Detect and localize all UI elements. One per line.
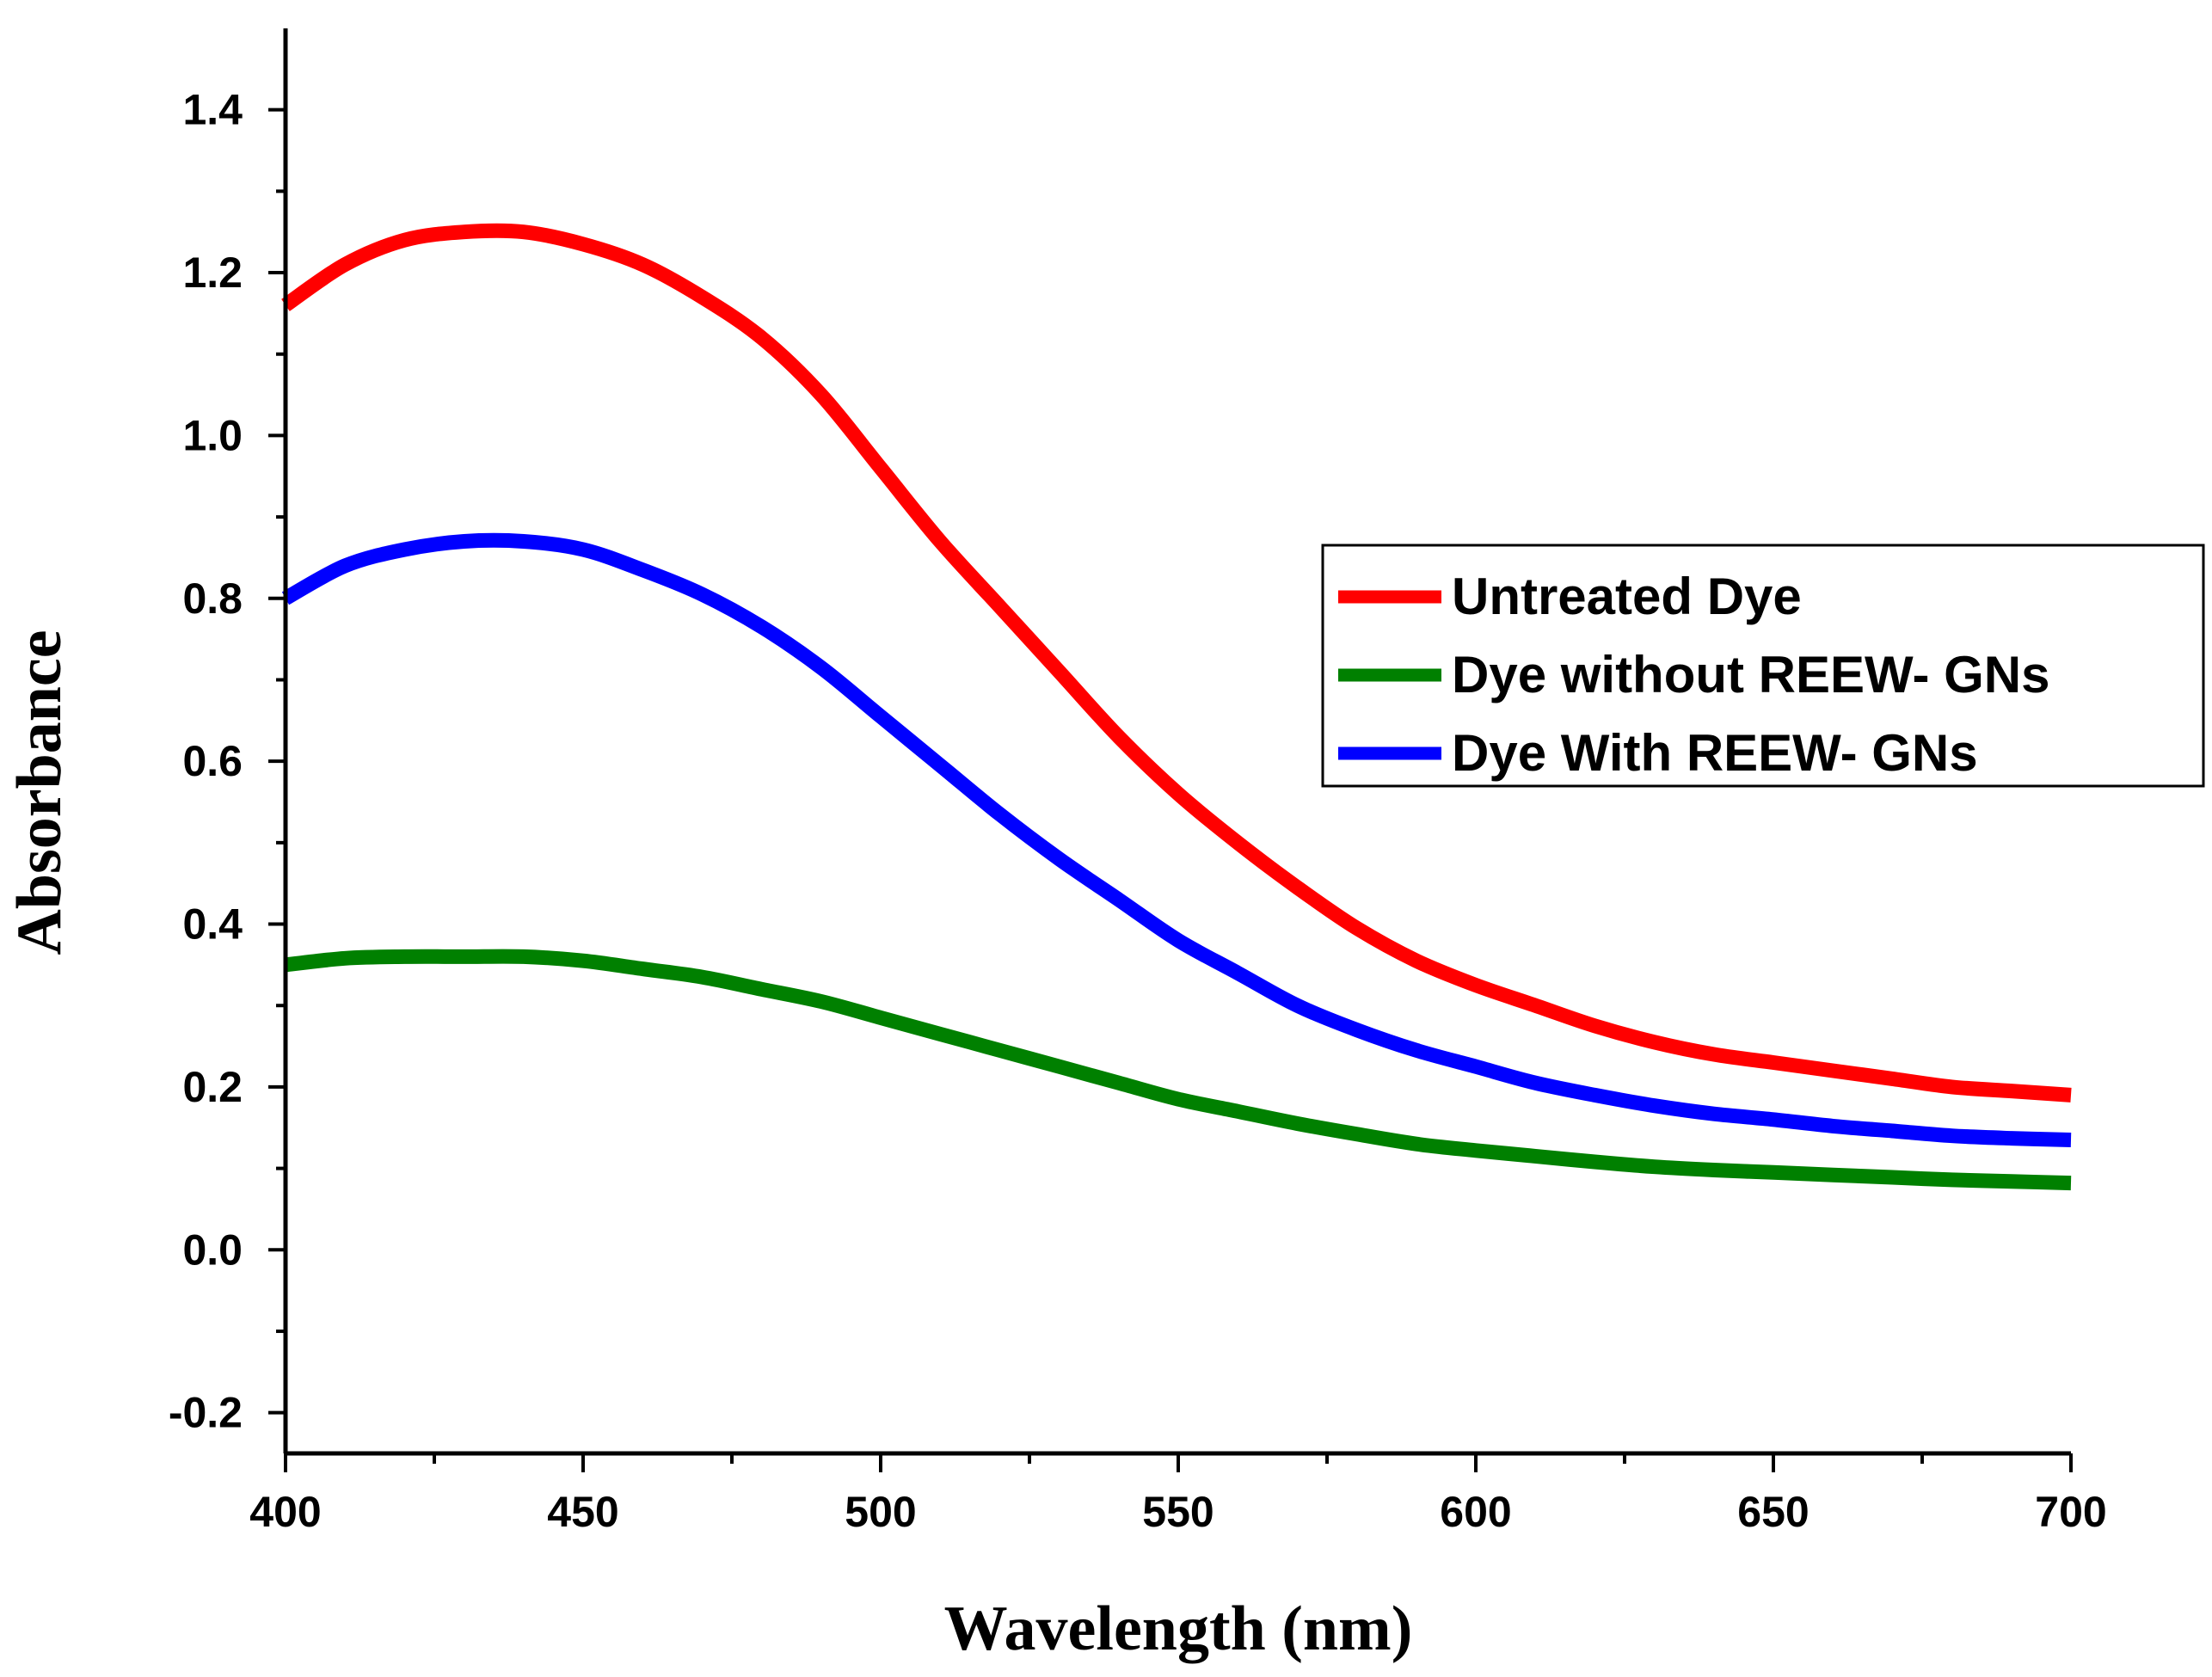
x-tick-label: 500 xyxy=(845,1488,916,1536)
y-tick-label: 1.2 xyxy=(182,249,243,297)
legend-box xyxy=(1321,544,2205,788)
x-tick-label: 700 xyxy=(2035,1488,2106,1536)
legend-label: Dye With REEW- GNs xyxy=(1452,724,1978,782)
legend: Untreated Dye Dye without REEW- GNs Dye Wi… xyxy=(1321,544,2205,788)
x-axis-title: Wavelength (nm) xyxy=(944,1594,1413,1664)
legend-label: Dye without REEW- GNs xyxy=(1452,646,2049,703)
y-tick-label: 0.4 xyxy=(182,900,243,949)
legend-label: Untreated Dye xyxy=(1452,568,1802,625)
y-tick-label: 0.8 xyxy=(182,574,243,623)
x-tick-label: 650 xyxy=(1737,1488,1809,1536)
series-line-dye-without-reew-gns xyxy=(285,949,2072,1191)
y-axis-title: Absorbance xyxy=(4,630,75,955)
y-tick-label: 1.4 xyxy=(182,86,243,134)
x-tick-label: 400 xyxy=(249,1488,321,1536)
series-line-dye-with-reew-gns xyxy=(281,532,2072,1147)
y-tick-label: 0.6 xyxy=(182,737,243,785)
x-axis-ticks: 400 450 500 550 600 650 700 xyxy=(249,1453,2107,1536)
x-tick-label: 450 xyxy=(547,1488,618,1536)
x-tick-label: 600 xyxy=(1440,1488,1511,1536)
y-axis-ticks: -0.2 0.0 0.2 0.4 0.6 0.8 1.0 1.2 1.4 xyxy=(169,86,286,1437)
y-tick-label: 0.2 xyxy=(182,1063,243,1111)
axes xyxy=(283,28,2071,1456)
series-lines xyxy=(281,223,2072,1191)
series-line-untreated-dye xyxy=(281,223,2072,1103)
y-tick-label: -0.2 xyxy=(169,1389,243,1437)
y-tick-label: 1.0 xyxy=(182,411,243,459)
x-tick-label: 550 xyxy=(1142,1488,1214,1536)
y-tick-label: 0.0 xyxy=(182,1226,243,1274)
